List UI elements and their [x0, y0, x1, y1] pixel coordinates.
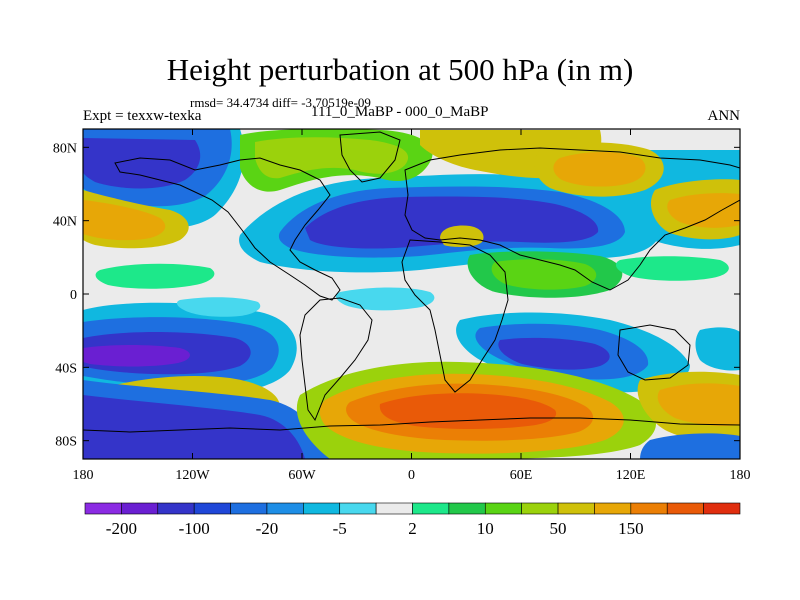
southern-atlantic-indian-positive-deep	[379, 393, 557, 429]
colorbar: -200 -100 -20 -5 2 10 50 150	[84, 502, 741, 538]
colorbar-label: 150	[618, 519, 644, 538]
y-tick-label: 80S	[55, 435, 77, 450]
x-tick-label: 0	[408, 468, 415, 483]
colorbar-swatch	[339, 502, 377, 515]
colorbar-label: 10	[477, 519, 494, 538]
axis-ticks	[82, 129, 741, 459]
west-pacific-positive-core	[83, 193, 740, 241]
west-pacific-positive-outer	[83, 179, 740, 249]
colorbar-label: 2	[408, 519, 417, 538]
tropical-atlantic-positive-core	[491, 259, 597, 290]
colorbar-swatch	[594, 502, 632, 515]
y-tick-label: 40N	[53, 215, 77, 230]
y-tick-label: 40S	[55, 361, 77, 376]
central-pacific-negative-deep	[83, 345, 190, 367]
colorbar-swatch	[557, 502, 595, 515]
x-tick-label: 180	[73, 468, 94, 483]
y-tick-label: 80N	[53, 141, 77, 156]
north-atlantic-eurasia-negative-core	[305, 196, 599, 249]
coastline-greenland	[339, 131, 401, 183]
eurasia-small-high	[440, 225, 484, 247]
coastline-north-america	[114, 157, 341, 301]
colorbar-swatch	[230, 502, 268, 515]
colorbar-swatch	[375, 502, 413, 515]
colorbar-swatch	[157, 502, 195, 515]
colorbar-swatch	[412, 502, 450, 515]
colorbar-label: 50	[550, 519, 567, 538]
colorbar-swatch	[84, 502, 122, 515]
colorbar-label: -200	[106, 519, 137, 538]
coastline-africa	[401, 239, 509, 393]
equatorial-negative-patches	[176, 287, 435, 317]
southern-east-positive-core	[657, 383, 740, 427]
siberian-positive-core	[553, 152, 646, 187]
coastline-eurasia	[404, 147, 740, 291]
colorbar-swatch	[266, 502, 304, 515]
far-south-east-negative	[640, 433, 740, 459]
chart-title: Height perturbation at 500 hPa (in m)	[166, 52, 634, 87]
coastlines	[83, 131, 740, 433]
central-pacific-negative-core	[83, 332, 610, 375]
colorbar-swatch	[121, 502, 159, 515]
x-tick-label: 120W	[175, 468, 210, 483]
rmsd-diff-label: rmsd= 34.4734 diff= -3.70519e-09	[190, 95, 371, 110]
season-label: ANN	[707, 108, 741, 124]
southern-east-negative	[695, 327, 740, 371]
colorbar-swatch	[448, 502, 486, 515]
x-tick-label: 180	[730, 468, 751, 483]
colorbar-swatch	[630, 502, 668, 515]
experiment-difference-label: 111_0_MaBP - 000_0_MaBP	[311, 104, 489, 120]
colorbar-label: -20	[256, 519, 279, 538]
x-tick-label: 60E	[510, 468, 533, 483]
coastline-south-america	[299, 297, 373, 422]
x-tick-label: 120E	[616, 468, 646, 483]
colorbar-swatch	[484, 502, 522, 515]
equatorial-positive-patches	[95, 256, 729, 289]
colorbar-label: -5	[333, 519, 347, 538]
southern-ocean-negative-core	[83, 395, 305, 459]
axis-labels: 180 120W 60W 0 60E 120E 180 80N 40N 0 40S 80S	[53, 141, 751, 483]
coastline-antarctica	[83, 417, 740, 433]
colorbar-swatch	[666, 502, 704, 515]
contour-field	[83, 129, 740, 459]
colorbar-swatch	[703, 502, 741, 515]
north-pacific-negative-deep	[83, 138, 201, 189]
x-tick-label: 60W	[288, 468, 316, 483]
colorbar-label: -100	[179, 519, 210, 538]
y-tick-label: 0	[70, 288, 77, 303]
coastline-australia	[617, 324, 691, 381]
colorbar-swatch	[303, 502, 341, 515]
colorbar-swatch	[521, 502, 559, 515]
colorbar-swatch	[193, 502, 231, 515]
experiment-label: Expt = texxw-texka	[83, 108, 202, 124]
